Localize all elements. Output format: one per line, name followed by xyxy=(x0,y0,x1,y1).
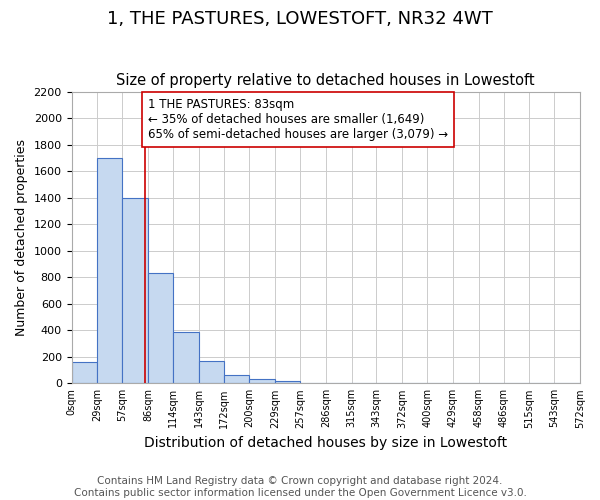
Text: Contains HM Land Registry data © Crown copyright and database right 2024.
Contai: Contains HM Land Registry data © Crown c… xyxy=(74,476,526,498)
Y-axis label: Number of detached properties: Number of detached properties xyxy=(15,139,28,336)
Bar xyxy=(275,380,300,384)
Bar xyxy=(148,274,173,384)
Bar xyxy=(199,362,224,384)
Bar xyxy=(250,380,275,384)
Bar xyxy=(71,362,97,384)
Bar xyxy=(122,198,148,384)
X-axis label: Distribution of detached houses by size in Lowestoft: Distribution of detached houses by size … xyxy=(144,436,508,450)
Text: 1, THE PASTURES, LOWESTOFT, NR32 4WT: 1, THE PASTURES, LOWESTOFT, NR32 4WT xyxy=(107,10,493,28)
Bar xyxy=(97,158,122,384)
Text: 1 THE PASTURES: 83sqm
← 35% of detached houses are smaller (1,649)
65% of semi-d: 1 THE PASTURES: 83sqm ← 35% of detached … xyxy=(148,98,448,141)
Bar xyxy=(173,332,199,384)
Title: Size of property relative to detached houses in Lowestoft: Size of property relative to detached ho… xyxy=(116,73,535,88)
Bar xyxy=(224,374,250,384)
